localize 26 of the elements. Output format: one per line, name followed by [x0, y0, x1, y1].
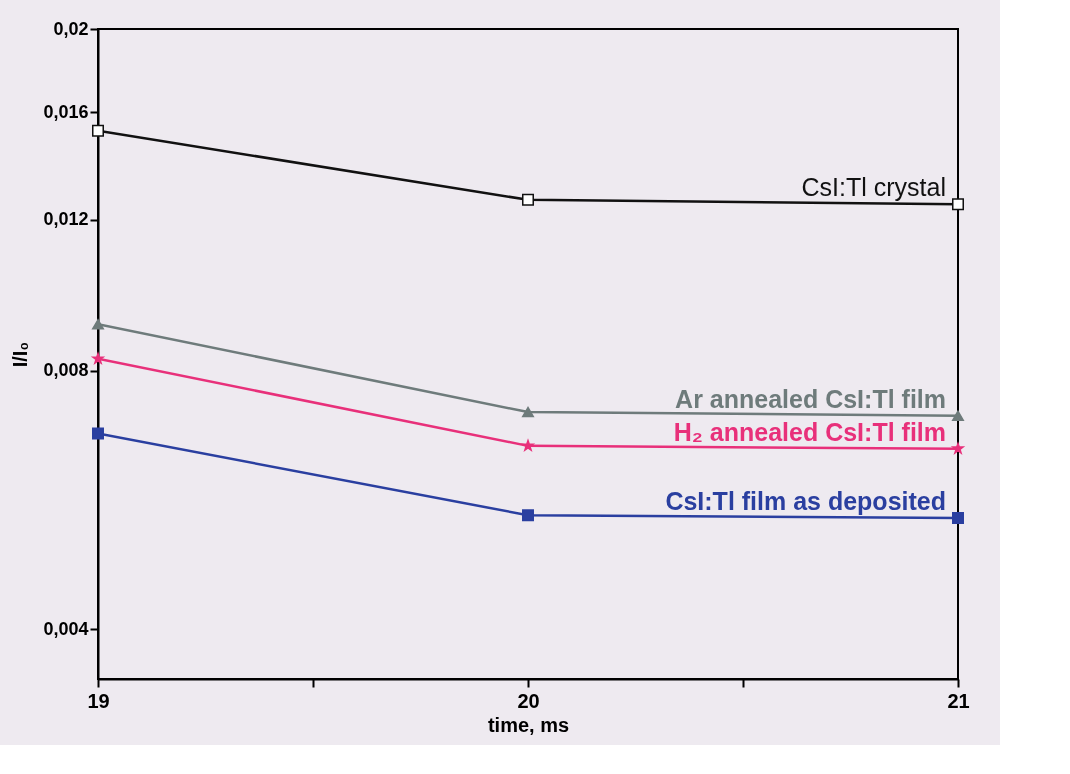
point: [952, 442, 964, 454]
y-tick-label: 0,016: [43, 101, 89, 122]
point: [522, 406, 534, 418]
point: [92, 427, 104, 440]
point: [92, 124, 104, 137]
x-tick-label: 19: [87, 689, 110, 712]
y-axis-title: I/I₀: [9, 341, 32, 368]
x-tick-label: 21: [947, 689, 970, 712]
point: [522, 193, 534, 206]
x-tick-label: 20: [517, 689, 540, 712]
series-label: Ar annealed CsI:Tl film: [675, 384, 946, 413]
point: [92, 352, 104, 364]
x-axis-title: time, ms: [487, 713, 570, 736]
point: [952, 410, 964, 422]
point: [952, 198, 964, 211]
y-tick-label: 0,004: [43, 618, 89, 639]
point: [92, 319, 104, 330]
series-label: CsI:Tl crystal: [801, 173, 946, 202]
y-tick-label: 0,008: [43, 360, 89, 381]
point: [952, 511, 964, 524]
point: [522, 509, 534, 522]
y-tick-label: 0,02: [53, 18, 89, 39]
point: [522, 439, 534, 451]
series-label: CsI:Tl film as deposited: [665, 486, 946, 515]
y-tick-label: 0,012: [43, 209, 89, 229]
series-label: H₂ annealed CsI:Tl film: [673, 417, 946, 446]
